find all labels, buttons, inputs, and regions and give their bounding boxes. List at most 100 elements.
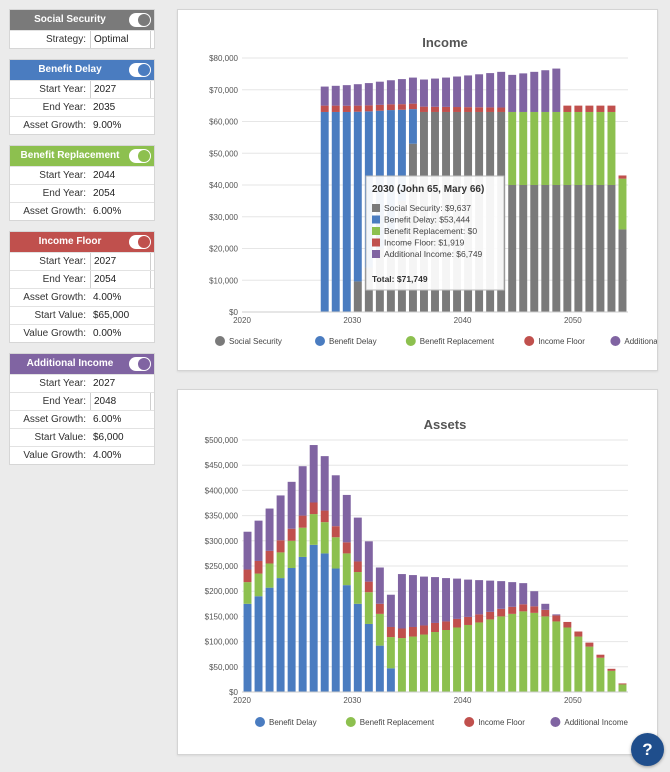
bar-segment-additional-income[interactable] [243, 531, 252, 570]
bar-segment-benefit-replacement[interactable] [574, 636, 583, 692]
legend-marker[interactable] [610, 336, 621, 346]
bar-segment-income-floor[interactable] [530, 606, 539, 613]
bar-segment-additional-income[interactable] [375, 81, 384, 105]
bar-segment-income-floor[interactable] [453, 107, 462, 112]
bar-segment-benefit-replacement[interactable] [585, 111, 594, 185]
bar-segment-benefit-delay[interactable] [386, 668, 395, 692]
start-year-input[interactable]: 2027 [90, 253, 151, 270]
bar-segment-income-floor[interactable] [386, 104, 395, 111]
bar-segment-benefit-delay[interactable] [298, 556, 307, 692]
bar-segment-income-floor[interactable] [585, 105, 594, 112]
bar-segment-income-floor[interactable] [486, 107, 495, 112]
bar-segment-benefit-replacement[interactable] [375, 613, 384, 646]
bar-segment-benefit-delay[interactable] [353, 111, 362, 282]
bar-segment-benefit-replacement[interactable] [618, 684, 627, 692]
bar-segment-additional-income[interactable] [519, 583, 528, 605]
asset-growth-value[interactable]: 9.00% [93, 120, 122, 131]
bar-segment-income-floor[interactable] [320, 105, 329, 112]
bar-segment-benefit-replacement[interactable] [353, 572, 362, 604]
bar-segment-benefit-delay[interactable] [331, 111, 340, 312]
legend-marker[interactable] [524, 336, 535, 346]
bar-segment-additional-income[interactable] [276, 495, 285, 541]
bar-segment-income-floor[interactable] [431, 106, 439, 112]
bar-segment-benefit-replacement[interactable] [508, 111, 517, 185]
bar-segment-additional-income[interactable] [408, 77, 417, 104]
benefit-replacement-toggle[interactable] [129, 149, 151, 163]
bar-segment-additional-income[interactable] [475, 580, 484, 615]
bar-segment-additional-income[interactable] [431, 78, 439, 107]
bar-segment-benefit-replacement[interactable] [243, 582, 252, 604]
start-year-input[interactable]: 2027 [90, 81, 151, 98]
bar-segment-benefit-replacement[interactable] [475, 622, 484, 692]
start-year-value[interactable]: 2027 [93, 378, 116, 389]
bar-segment-benefit-replacement[interactable] [541, 616, 550, 692]
bar-segment-additional-income[interactable] [331, 475, 340, 527]
bar-segment-income-floor[interactable] [364, 581, 373, 593]
bar-segment-income-floor[interactable] [607, 668, 616, 671]
start-value-value[interactable]: $65,000 [93, 310, 130, 321]
legend-label[interactable]: Benefit Delay [329, 337, 377, 346]
bar-segment-income-floor[interactable] [596, 105, 605, 112]
bar-segment-additional-income[interactable] [486, 73, 495, 108]
bar-segment-additional-income[interactable] [386, 80, 395, 105]
bar-segment-income-floor[interactable] [375, 603, 384, 614]
bar-segment-benefit-delay[interactable] [342, 111, 351, 312]
bar-segment-income-floor[interactable] [420, 106, 428, 112]
asset-growth-value[interactable]: 6.00% [93, 414, 122, 425]
bar-segment-benefit-replacement[interactable] [530, 612, 539, 692]
bar-segment-benefit-replacement[interactable] [287, 540, 296, 569]
bar-segment-income-floor[interactable] [464, 107, 473, 112]
additional-income-toggle[interactable] [129, 357, 151, 371]
bar-segment-income-floor[interactable] [497, 107, 506, 112]
bar-segment-additional-income[interactable] [475, 74, 484, 108]
bar-segment-benefit-replacement[interactable] [552, 111, 561, 185]
bar-segment-income-floor[interactable] [607, 105, 616, 112]
legend-label[interactable]: Additional Income [564, 718, 628, 727]
bar-segment-benefit-replacement[interactable] [585, 646, 594, 692]
bar-segment-benefit-delay[interactable] [397, 109, 406, 201]
bar-segment-benefit-replacement[interactable] [618, 178, 627, 230]
benefit-delay-toggle[interactable] [129, 63, 151, 77]
bar-segment-additional-income[interactable] [431, 577, 439, 623]
bar-segment-income-floor[interactable] [574, 631, 583, 637]
bar-segment-benefit-replacement[interactable] [607, 670, 616, 692]
bar-segment-income-floor[interactable] [254, 560, 263, 574]
bar-segment-income-floor[interactable] [442, 621, 450, 631]
bar-segment-additional-income[interactable] [331, 85, 340, 106]
bar-segment-benefit-replacement[interactable] [530, 111, 539, 185]
bar-segment-social-security[interactable] [618, 229, 627, 312]
bar-segment-benefit-delay[interactable] [375, 645, 384, 692]
help-button[interactable]: ? [631, 733, 664, 766]
bar-segment-additional-income[interactable] [508, 582, 517, 607]
bar-segment-income-floor[interactable] [453, 618, 462, 628]
bar-segment-income-floor[interactable] [475, 107, 484, 112]
bar-segment-income-floor[interactable] [408, 626, 417, 637]
bar-segment-benefit-delay[interactable] [353, 603, 362, 692]
legend-label[interactable]: Income Floor [478, 718, 525, 727]
bar-segment-benefit-replacement[interactable] [563, 111, 572, 185]
legend-marker[interactable] [345, 717, 356, 727]
bar-segment-income-floor[interactable] [486, 611, 495, 620]
legend-marker[interactable] [215, 336, 225, 346]
bar-segment-additional-income[interactable] [397, 574, 406, 629]
bar-segment-income-floor[interactable] [585, 642, 594, 647]
bar-segment-social-security[interactable] [607, 185, 616, 312]
bar-segment-additional-income[interactable] [320, 86, 329, 106]
bar-segment-additional-income[interactable] [442, 77, 450, 107]
bar-segment-income-floor[interactable] [519, 604, 528, 612]
bar-segment-additional-income[interactable] [298, 466, 307, 516]
bar-segment-benefit-replacement[interactable] [331, 537, 340, 569]
bar-segment-benefit-delay[interactable] [364, 623, 373, 692]
end-year-input[interactable]: 2048 [90, 393, 151, 410]
bar-segment-income-floor[interactable] [497, 608, 506, 617]
bar-segment-additional-income[interactable] [364, 83, 373, 106]
bar-segment-income-floor[interactable] [375, 104, 384, 111]
bar-segment-benefit-replacement[interactable] [309, 514, 318, 545]
bar-segment-benefit-replacement[interactable] [596, 111, 605, 185]
bar-segment-income-floor[interactable] [508, 606, 517, 614]
bar-segment-additional-income[interactable] [530, 71, 539, 112]
bar-segment-benefit-delay[interactable] [309, 544, 318, 692]
bar-segment-benefit-replacement[interactable] [519, 111, 528, 185]
bar-segment-additional-income[interactable] [397, 79, 406, 105]
bar-segment-income-floor[interactable] [342, 542, 351, 554]
